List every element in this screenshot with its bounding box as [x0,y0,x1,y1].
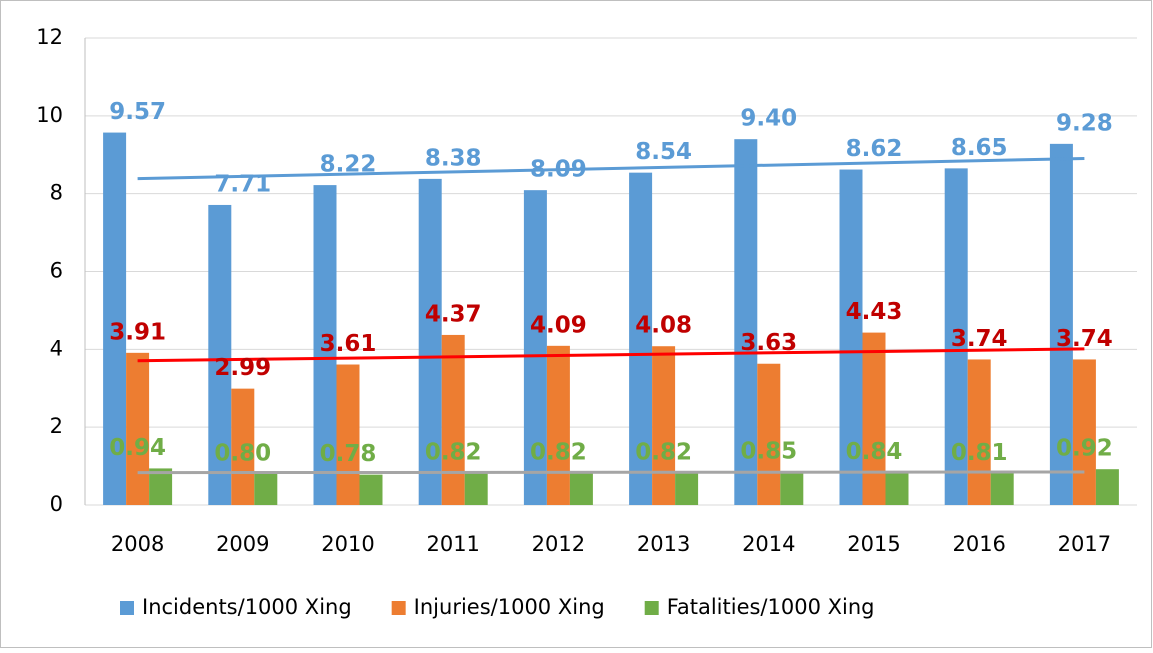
bar [103,132,127,505]
bar [990,473,1014,505]
legend-swatch [120,601,134,615]
y-tick-label: 8 [50,181,63,205]
data-label: 7.71 [214,171,271,197]
bar [149,468,173,505]
data-label: 0.85 [740,438,797,464]
x-tick-label: 2017 [1058,532,1111,556]
trendline [137,156,1085,181]
bar [126,352,150,505]
bar [629,172,653,505]
bar [546,345,570,505]
bar [523,190,547,505]
bar [1072,359,1096,505]
data-label: 0.94 [109,435,166,461]
data-label: 3.74 [951,326,1008,352]
data-label: 8.22 [320,152,377,178]
bar [359,474,383,505]
data-label: 0.92 [1056,436,1113,462]
bar [231,388,255,505]
bar [757,363,781,505]
data-label: 3.74 [1056,326,1113,352]
data-label: 3.91 [109,319,166,345]
bar [780,471,804,505]
data-label: 0.84 [846,439,903,465]
bar [734,139,758,505]
bar [418,178,442,505]
bar [944,168,968,505]
bar [1049,143,1073,505]
bar [313,185,337,506]
y-tick-label: 4 [50,336,63,360]
data-label: 9.40 [740,106,797,132]
legend-label: Incidents/1000 Xing [142,595,352,619]
y-tick-label: 6 [50,259,63,283]
y-tick-label: 2 [50,414,63,438]
data-label: 8.09 [530,157,587,183]
data-label: 4.09 [530,312,587,338]
legend-swatch [644,601,659,615]
x-tick-label: 2013 [637,532,690,556]
data-label: 8.65 [951,135,1008,161]
data-label: 8.38 [425,145,482,171]
legend-label: Injuries/1000 Xing [414,595,605,619]
data-label: 0.80 [214,440,271,466]
x-tick-label: 2008 [111,532,164,556]
bar [569,473,593,505]
trendline [137,347,1085,363]
x-tick-label: 2011 [426,532,479,556]
x-tick-label: 2014 [742,532,795,556]
bar [441,334,465,505]
data-label: 3.63 [740,330,797,356]
data-label: 4.43 [846,299,903,325]
bar [839,169,863,505]
x-tick-label: 2009 [216,532,269,556]
data-label: 9.28 [1056,110,1113,136]
bar [336,364,360,505]
data-label: 4.08 [635,313,692,339]
data-label: 3.61 [320,331,377,357]
data-label: 2.99 [214,355,271,381]
bar [208,204,232,505]
bar [464,473,488,505]
data-label: 0.78 [320,441,377,467]
data-label: 0.82 [530,440,587,466]
data-label: 9.57 [109,99,166,125]
data-label: 4.37 [425,301,482,327]
bar [675,473,699,505]
legend-label: Fatalities/1000 Xing [667,595,875,619]
x-tick-label: 2010 [321,532,374,556]
legend-swatch [391,601,406,615]
bar [1095,469,1119,505]
bar [254,473,278,505]
y-tick-label: 10 [36,103,63,127]
x-tick-label: 2015 [847,532,900,556]
bar [967,359,991,505]
bar [885,472,909,505]
trendline [137,470,1085,475]
y-tick-label: 0 [50,492,63,516]
data-label: 0.82 [425,440,482,466]
bar [862,332,886,505]
data-label: 0.81 [951,440,1008,466]
x-tick-label: 2012 [532,532,585,556]
x-tick-label: 2016 [952,532,1005,556]
bar [652,346,676,505]
y-tick-label: 12 [36,25,63,49]
data-label: 8.62 [846,136,903,162]
data-label: 8.54 [635,139,692,165]
data-label: 0.82 [635,440,692,466]
